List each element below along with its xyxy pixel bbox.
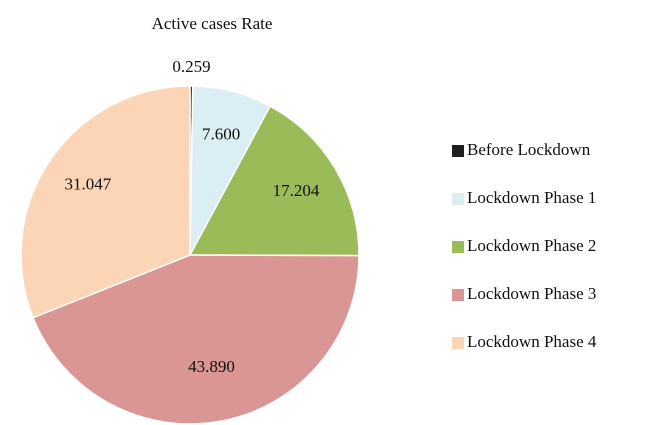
legend-label: Lockdown Phase 2 [467, 236, 596, 255]
legend-label: Lockdown Phase 3 [467, 284, 596, 303]
pie-slice [188, 105, 360, 257]
data-label: 7.600 [202, 125, 240, 144]
legend-swatch [452, 241, 464, 253]
pie-slice [32, 254, 360, 425]
legend-swatch [452, 289, 464, 301]
data-label: 0.259 [172, 57, 210, 76]
legend-swatch [452, 145, 464, 157]
legend-label: Lockdown Phase 1 [467, 188, 596, 207]
chart-title: Active cases Rate [152, 14, 273, 33]
legend-label: Lockdown Phase 4 [467, 332, 597, 351]
data-label: 43.890 [188, 357, 235, 376]
pie-slice [20, 85, 191, 319]
legend-swatch [452, 193, 464, 205]
data-label: 31.047 [64, 175, 111, 194]
legend-label: Before Lockdown [467, 140, 591, 159]
data-label: 17.204 [273, 181, 320, 200]
legend-swatch [452, 337, 464, 349]
